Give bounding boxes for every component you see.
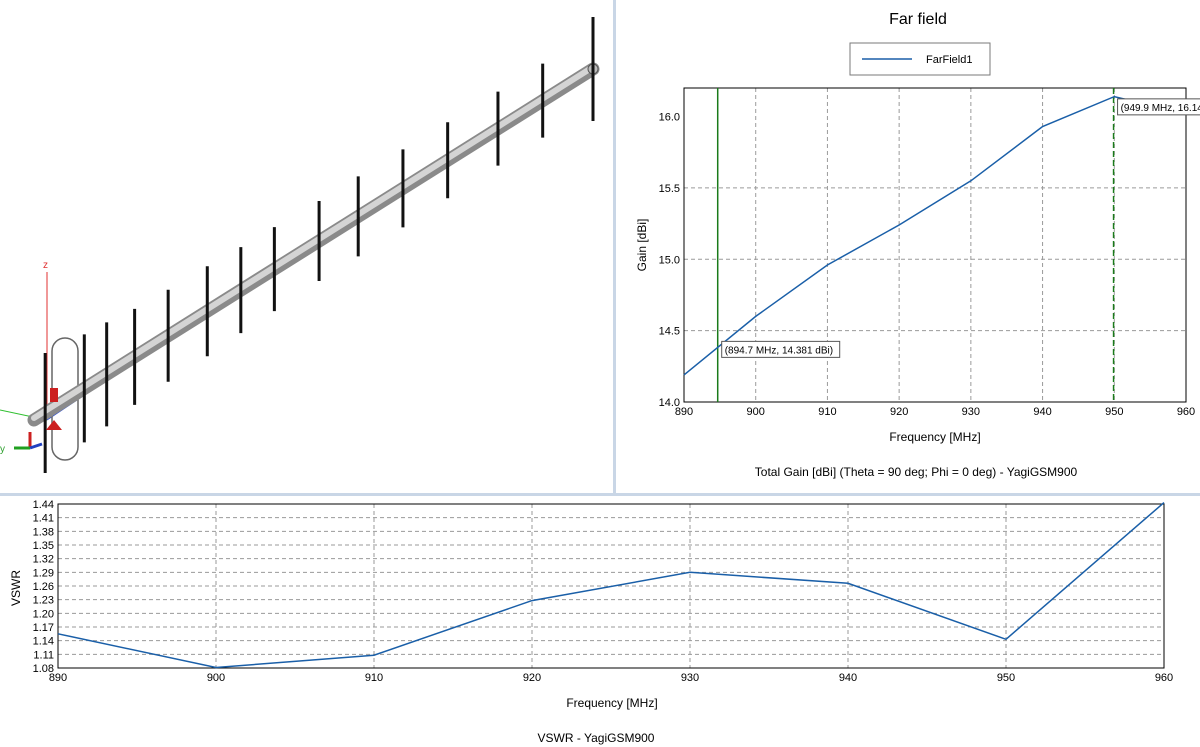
antenna-3d-canvas[interactable]: z y: [0, 0, 613, 493]
far-field-plot-frame: [683, 87, 1187, 403]
y-tick-label: 15.0: [659, 254, 680, 266]
y-tick-label: 15.5: [659, 183, 680, 195]
y-tick-label: 1.29: [33, 567, 54, 579]
vswr-gridlines: [58, 504, 1164, 668]
y-tick-label: 1.11: [33, 649, 54, 661]
far-field-legend: FarField1: [849, 42, 991, 76]
marker-label-box: [1117, 98, 1200, 116]
x-tick-label: 960: [1177, 406, 1195, 418]
y-tick-label: 1.17: [33, 622, 54, 634]
marker-label-box: [721, 340, 841, 358]
far-field-tick-labels: 890 900 910 920 930 940 950 960 14.0 14.5 15.0 15.5…: [659, 112, 1196, 418]
x-tick-label: 930: [962, 406, 980, 418]
y-tick-label: 1.26: [33, 581, 54, 593]
axis-y-label: y: [0, 444, 5, 455]
far-field-caption: Total Gain [dBi] (Theta = 90 deg; Phi = …: [755, 465, 1078, 479]
x-tick-label: 950: [997, 672, 1015, 684]
legend-label-farfield1: FarField1: [926, 54, 972, 66]
y-tick-label: 14.0: [659, 397, 680, 409]
y-tick-label: 16.0: [659, 112, 680, 124]
x-tick-label: 900: [207, 672, 225, 684]
x-tick-label: 940: [1033, 406, 1051, 418]
marker-label-text: (894.7 MHz, 14.381 dBi): [725, 345, 833, 356]
vswr-xlabel: Frequency [MHz]: [566, 696, 657, 710]
origin-gizmo-z: [50, 388, 58, 402]
marker-label-text: (949.9 MHz, 16.14: [1121, 103, 1200, 114]
origin-gizmo-x: [29, 442, 43, 450]
far-field-xlabel: Frequency [MHz]: [889, 430, 980, 444]
y-tick-label: 1.38: [33, 526, 54, 538]
y-tick-label: 1.23: [33, 595, 54, 607]
y-tick-label: 1.14: [33, 636, 54, 648]
y-tick-label: 1.08: [33, 663, 54, 675]
far-field-marker-labels: (894.7 MHz, 14.381 dBi) (949.9 MHz, 16.14: [721, 98, 1200, 358]
x-tick-label: 930: [681, 672, 699, 684]
far-field-panel: Far field FarField1 890 900 910 920 930 940 95…: [613, 0, 1200, 493]
far-field-chart: Far field FarField1 890 900 910 920 930 940 95…: [635, 11, 1200, 479]
y-tick-label: 1.20: [33, 608, 54, 620]
x-tick-label: 900: [747, 406, 765, 418]
x-tick-label: 890: [49, 672, 67, 684]
y-tick-label: 14.5: [659, 326, 680, 338]
vswr-series-line: [57, 502, 1165, 669]
x-tick-label: 920: [890, 406, 908, 418]
far-field-title: Far field: [889, 11, 947, 28]
vswr-caption: VSWR - YagiGSM900: [538, 731, 655, 745]
x-tick-label: 950: [1105, 406, 1123, 418]
vswr-tick-labels: 890 900 910 920 930 940 950 960 1.08 1.111.14 1.17…: [33, 499, 1174, 684]
y-tick-label: 1.44: [33, 499, 54, 511]
y-tick-label: 1.35: [33, 540, 54, 552]
x-tick-label: 960: [1155, 672, 1173, 684]
x-tick-label: 910: [818, 406, 836, 418]
x-tick-label: 920: [523, 672, 541, 684]
y-tick-label: 1.32: [33, 554, 54, 566]
origin-gizmo-z-arrow: [46, 420, 62, 430]
far-field-ylabel: Gain [dBi]: [635, 219, 649, 272]
far-field-markers: [716, 88, 1115, 402]
yagi-elements: [43, 17, 595, 473]
x-tick-label: 890: [675, 406, 693, 418]
boom-highlight: [31, 64, 596, 421]
vswr-panel: 890 900 910 920 930 940 950 960 1.08 1.11 1.14 1.17…: [0, 493, 1200, 747]
far-field-series-line: [683, 95, 1187, 376]
x-tick-label: 910: [365, 672, 383, 684]
vswr-chart: 890 900 910 920 930 940 950 960 1.08 1.111.14 1.17…: [9, 499, 1174, 745]
vswr-ylabel: VSWR: [9, 570, 23, 606]
axis-z-label: z: [43, 260, 48, 271]
y-tick-label: 1.41: [33, 513, 54, 525]
x-tick-label: 940: [839, 672, 857, 684]
vswr-plot-frame: [57, 503, 1165, 669]
antenna-3d-view[interactable]: z y: [0, 0, 613, 493]
